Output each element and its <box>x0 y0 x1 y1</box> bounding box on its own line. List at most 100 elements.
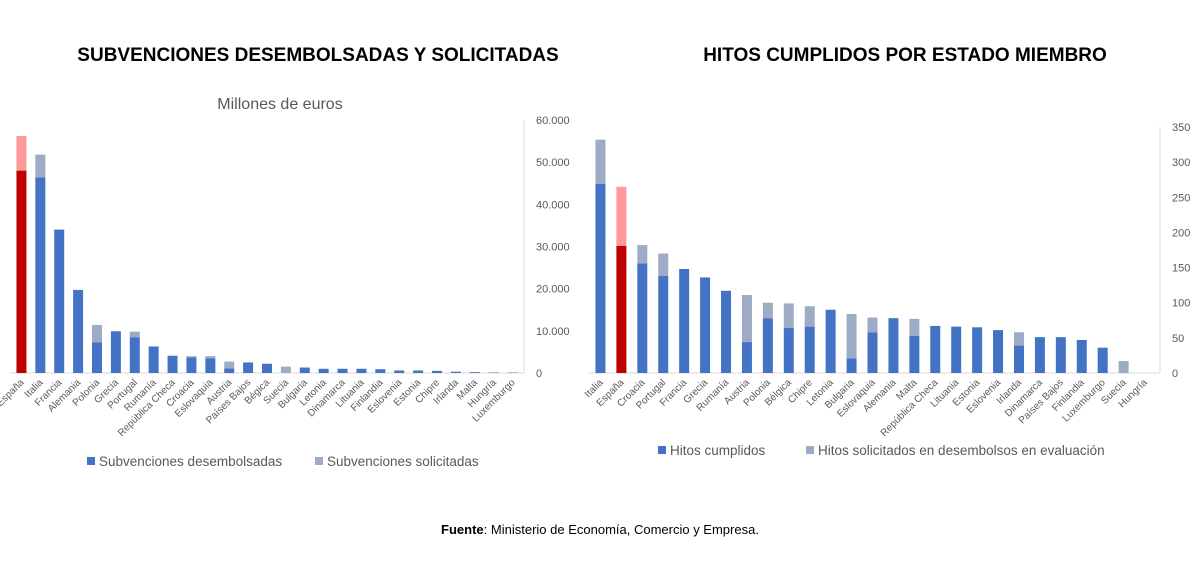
bar-desembolsadas <box>186 357 197 373</box>
legend-label: Subvenciones solicitadas <box>327 454 479 469</box>
bar-hitos-cumplidos <box>825 309 836 373</box>
chart-subtitle-left: Millones de euros <box>217 96 342 113</box>
bar-desembolsadas <box>337 368 348 373</box>
bar-hitos-solicitados <box>637 245 648 264</box>
y-tick-label: 300 <box>1172 157 1190 169</box>
bar-solicitadas <box>186 356 197 358</box>
bar-solicitadas <box>35 154 46 178</box>
bar-hitos-cumplidos <box>1034 337 1045 373</box>
y-tick-label: 100 <box>1172 298 1190 310</box>
bar-hitos-cumplidos <box>721 290 732 373</box>
bar-desembolsadas <box>167 355 178 373</box>
bar-solicitadas <box>205 356 216 359</box>
y-tick-label: 250 <box>1172 192 1190 204</box>
bar-hitos-cumplidos <box>867 332 878 373</box>
source-text: : Ministerio de Economía, Comercio y Emp… <box>483 522 759 537</box>
legend-swatch <box>315 457 323 465</box>
bar-hitos-cumplidos <box>888 318 899 373</box>
bar-desembolsadas <box>54 229 65 373</box>
bar-hitos-solicitados <box>1013 332 1024 346</box>
bar-hitos-cumplidos <box>616 245 627 373</box>
bar-desembolsadas <box>318 368 329 373</box>
chart-title-left: SUBVENCIONES DESEMBOLSADAS Y SOLICITADAS <box>77 45 558 66</box>
bar-hitos-solicitados <box>846 313 857 359</box>
legend-swatch <box>658 446 666 454</box>
bar-solicitadas <box>92 324 102 343</box>
bar-hitos-cumplidos <box>637 263 648 373</box>
bar-desembolsadas <box>356 368 367 373</box>
bar-hitos-solicitados <box>783 303 794 329</box>
bar-hitos-cumplidos <box>972 327 983 373</box>
bar-hitos-cumplidos <box>909 335 920 373</box>
y-tick-label: 60.000 <box>536 115 570 127</box>
bar-desembolsadas <box>413 370 424 373</box>
bar-hitos-solicitados <box>867 317 878 333</box>
bar-hitos-cumplidos <box>741 342 752 373</box>
bar-desembolsadas <box>129 337 140 373</box>
bar-desembolsadas <box>224 368 235 373</box>
bar-desembolsadas <box>450 371 461 373</box>
bar-desembolsadas <box>469 372 480 373</box>
bar-desembolsadas <box>148 346 159 373</box>
bar-hitos-cumplidos <box>595 183 606 373</box>
bar-solicitadas <box>280 366 291 373</box>
legend-label: Hitos solicitados en desembolsos en eval… <box>818 443 1105 458</box>
bar-hitos-cumplidos <box>951 326 962 373</box>
bar-hitos-solicitados <box>1118 361 1129 373</box>
source-label: Fuente <box>441 522 484 537</box>
bar-desembolsadas <box>73 289 84 373</box>
bar-hitos-cumplidos <box>1013 345 1024 373</box>
y-tick-label: 20.000 <box>536 284 570 296</box>
bar-hitos-cumplidos <box>700 277 711 373</box>
bar-solicitadas <box>224 361 235 369</box>
bar-hitos-cumplidos <box>804 326 815 373</box>
bar-hitos-solicitados <box>909 318 920 336</box>
bar-desembolsadas <box>394 370 405 373</box>
legend-swatch <box>806 446 814 454</box>
bar-hitos-cumplidos <box>1055 337 1066 373</box>
legend-swatch <box>87 457 95 465</box>
bar-solicitadas <box>16 136 27 171</box>
bar-hitos-cumplidos <box>846 358 857 373</box>
legend-label: Subvenciones desembolsadas <box>99 454 282 469</box>
bar-desembolsadas <box>262 363 272 373</box>
bar-hitos-cumplidos <box>762 318 773 373</box>
bar-desembolsadas <box>92 342 102 373</box>
y-tick-label: 150 <box>1172 263 1190 275</box>
bar-hitos-cumplidos <box>1076 339 1087 373</box>
bar-solicitadas <box>488 372 499 373</box>
bar-solicitadas <box>129 331 140 338</box>
bar-desembolsadas <box>432 370 442 373</box>
bar-hitos-cumplidos <box>930 325 941 373</box>
y-tick-label: 0 <box>536 368 542 380</box>
y-tick-label: 350 <box>1172 122 1190 134</box>
bar-desembolsadas <box>110 331 121 373</box>
chart-left: 010.00020.00030.00040.00050.00060.000Esp… <box>0 115 570 469</box>
bar-desembolsadas <box>243 362 254 373</box>
y-tick-label: 50 <box>1172 333 1184 345</box>
y-tick-label: 30.000 <box>536 242 570 254</box>
bar-hitos-cumplidos <box>1097 347 1108 373</box>
source-note: Fuente: Ministerio de Economía, Comercio… <box>0 522 1200 537</box>
y-tick-label: 40.000 <box>536 199 570 211</box>
bar-hitos-solicitados <box>804 306 815 327</box>
bar-desembolsadas <box>299 367 310 373</box>
y-tick-label: 200 <box>1172 227 1190 239</box>
bar-hitos-cumplidos <box>679 268 690 373</box>
bar-hitos-solicitados <box>762 302 773 319</box>
bar-desembolsadas <box>205 358 216 373</box>
bar-hitos-solicitados <box>741 294 752 343</box>
bar-desembolsadas <box>375 369 386 373</box>
bar-hitos-cumplidos <box>783 328 794 373</box>
y-tick-label: 0 <box>1172 368 1178 380</box>
bar-hitos-cumplidos <box>658 276 669 373</box>
chart-title-right: HITOS CUMPLIDOS POR ESTADO MIEMBRO <box>703 45 1107 66</box>
bar-desembolsadas <box>16 170 27 373</box>
bar-hitos-cumplidos <box>993 330 1004 373</box>
bar-hitos-solicitados <box>595 139 606 184</box>
bar-hitos-solicitados <box>616 186 627 246</box>
bar-desembolsadas <box>35 177 46 373</box>
y-tick-label: 10.000 <box>536 326 570 338</box>
